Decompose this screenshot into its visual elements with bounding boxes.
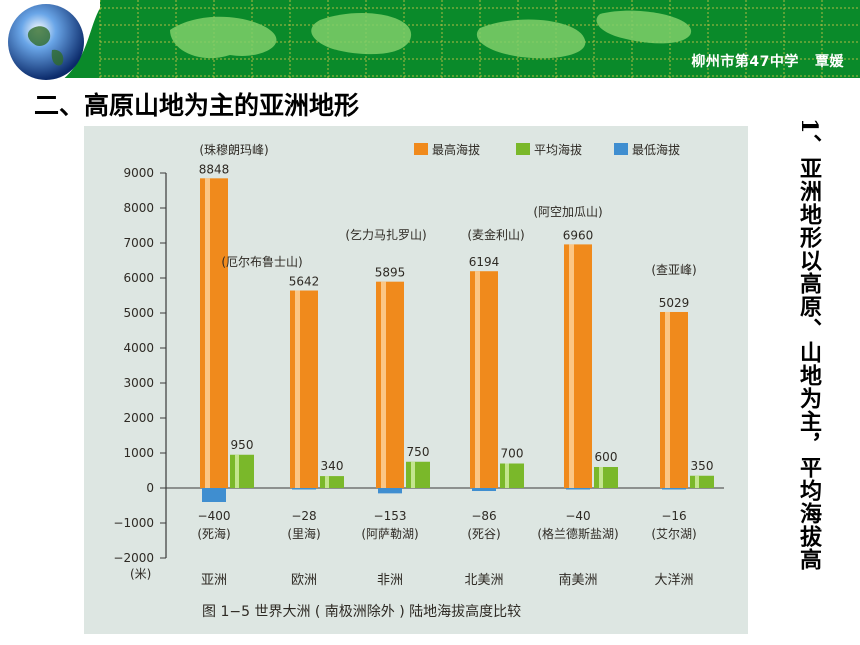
y-tick-label: 5000 [123,306,154,320]
category-label: 大洋洲 [654,573,693,588]
legend-swatch-min [614,143,628,155]
min-value-label: −153 [374,509,407,523]
school-author-label: 柳州市第47中学 覃媛 [691,54,844,70]
bar-avg-elevation [690,475,714,488]
bar-min-elevation [378,488,402,494]
peak-name-label: (乞力马扎罗山) [345,228,426,242]
legend-label-max: 最高海拔 [432,142,480,157]
bar-max-elevation [564,244,592,488]
slide-title: 二、高原山地为主的亚洲地形 [34,91,360,120]
bar-avg-elevation [230,454,254,488]
bar-avg-highlight [695,475,699,488]
y-tick-label: 9000 [123,166,154,180]
header-banner [0,0,860,78]
peak-name-label: (厄尔布鲁士山) [221,254,302,269]
max-value-label: 6960 [563,228,594,242]
lowest-point-name: (死谷) [467,527,500,541]
y-axis-unit: (米) [130,567,151,581]
bar-min-elevation [662,488,686,490]
lowest-point-name: (艾尔湖) [651,526,696,541]
bar-max-elevation [290,290,318,488]
elevation-chart: 最高海拔 平均海拔 最低海拔 9000800070006000500040003… [84,126,748,634]
legend-label-min: 最低海拔 [632,142,680,157]
bar-min-elevation [566,488,590,490]
y-tick-label: −1000 [113,516,154,530]
bar-max-highlight [475,271,480,488]
avg-value-label: 600 [595,450,618,464]
lowest-point-name: (里海) [287,526,320,541]
legend-swatch-avg [516,143,530,155]
bar-avg-highlight [599,467,603,488]
category-label: 北美洲 [464,573,503,588]
y-tick-label: 4000 [123,341,154,355]
bar-max-highlight [205,178,210,488]
bar-max-elevation [660,311,688,488]
category-label: 亚洲 [201,573,227,588]
chart-photo: 最高海拔 平均海拔 最低海拔 9000 8000 7000 6000 5000 4000 3… [84,126,748,634]
bar-max-highlight [295,290,300,488]
peak-name-label: (阿空加瓜山) [533,205,602,219]
min-value-label: −40 [565,509,590,523]
avg-value-label: 350 [691,459,714,473]
bar-min-elevation [472,488,496,492]
peak-name-label: (珠穆朗玛峰) [199,142,268,157]
bar-avg-highlight [235,454,239,488]
legend: 最高海拔 平均海拔 最低海拔 [414,142,680,157]
avg-value-label: 700 [501,447,524,461]
bar-avg-highlight [505,463,509,488]
y-axis: 9000 8000 7000 6000 5000 4000 3000 2000 1000 0 −10… [113,166,724,565]
min-value-label: −86 [471,509,496,523]
bar-max-elevation [376,281,404,488]
peak-name-label: (麦金利山) [467,227,524,242]
avg-value-label: 750 [407,445,430,459]
min-value-label: −28 [291,509,316,523]
y-tick-label: −2000 [113,551,154,565]
max-value-label: 5029 [659,296,690,310]
y-tick-label: 3000 [123,376,154,390]
bar-avg-elevation [594,467,618,488]
category-label: 欧洲 [291,573,317,588]
category-label: 南美洲 [558,572,597,588]
chart-caption: 图 1−5 世界大洲 ( 南极洲除外 ) 陆地海拔高度比较 [202,603,521,620]
lowest-point-name: (格兰德斯盐湖) [537,526,618,541]
category-label: 非洲 [377,573,403,588]
bar-max-elevation [200,178,228,488]
peak-name-label: (查亚峰) [651,263,696,277]
min-value-label: −400 [198,509,231,523]
legend-swatch-max [414,143,428,155]
bar-max-highlight [381,281,386,488]
y-tick-label: 1000 [123,446,154,460]
side-note: 1、亚洲地形以高原、山地为主，平均海拔高 [796,118,822,572]
bar-avg-highlight [325,476,329,488]
globe-logo [0,0,100,82]
max-value-label: 6194 [469,255,500,269]
y-tick-label: 6000 [123,271,154,285]
bar-avg-elevation [320,476,344,488]
avg-value-label: 950 [231,438,254,452]
avg-value-label: 340 [321,459,344,473]
max-value-label: 5895 [375,266,406,280]
bar-min-elevation [292,488,316,490]
bar-max-highlight [665,311,670,488]
lowest-point-name: (阿萨勒湖) [361,526,418,541]
bar-avg-highlight [411,461,415,488]
lowest-point-name: (死海) [197,526,230,541]
max-value-label: 8848 [199,162,230,176]
y-tick-label: 0 [146,481,154,495]
banner-land-shapes [170,10,692,59]
bar-max-highlight [569,244,574,488]
banner-background [0,0,860,78]
y-tick-label: 7000 [123,236,154,250]
y-tick-label: 2000 [123,411,154,425]
chart-background [84,126,748,634]
bar-min-elevation [202,488,226,502]
bars: 8848 950 −400 (死海) 亚洲 5642 340 −28 (里海) 欧洲 5895 750… [197,142,714,588]
bar-avg-elevation [406,461,430,488]
bar-avg-elevation [500,463,524,488]
y-tick-label: 8000 [123,201,154,215]
min-value-label: −16 [661,509,686,523]
legend-label-avg: 平均海拔 [534,142,582,157]
bar-max-elevation [470,271,498,488]
max-value-label: 5642 [289,275,320,289]
